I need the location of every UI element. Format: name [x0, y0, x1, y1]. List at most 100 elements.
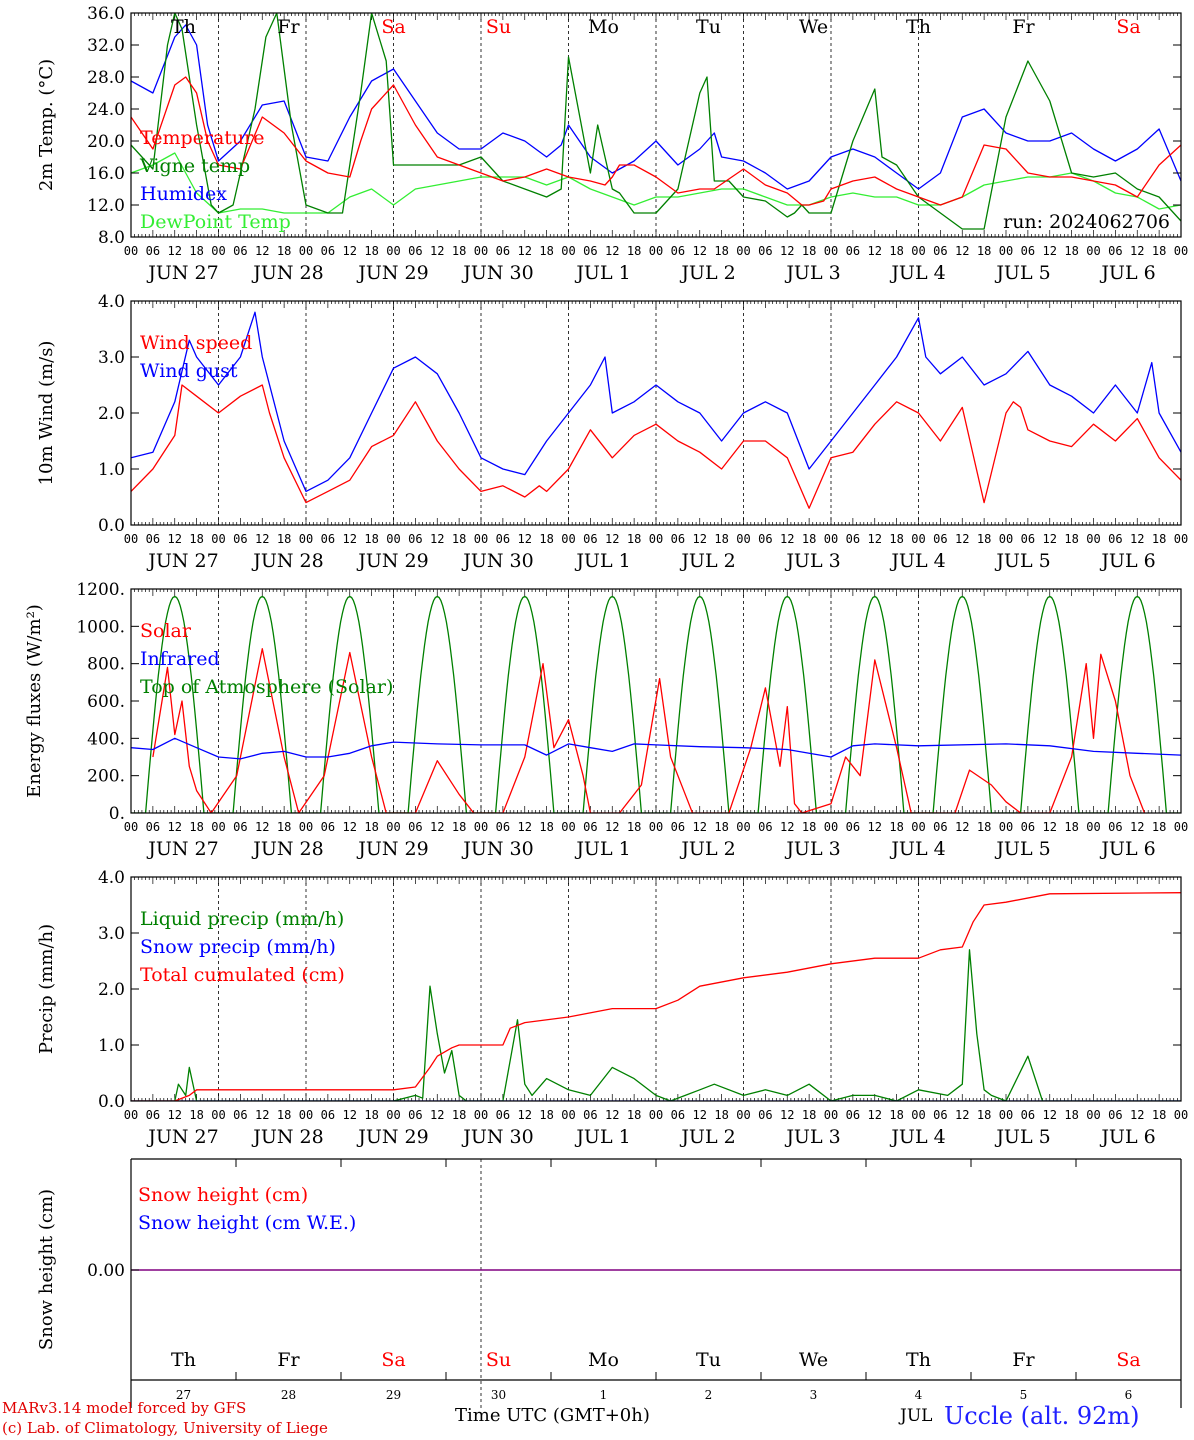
weekday-label: Sa	[1116, 16, 1140, 38]
legend-vigne-temp: Vigne temp	[139, 155, 250, 177]
date-label: JUL 2	[679, 838, 735, 860]
hour-tick-label: 00	[211, 820, 225, 834]
weekday-label: We	[799, 16, 828, 38]
hour-tick-label: 06	[146, 244, 160, 258]
hour-tick-label: 06	[671, 820, 685, 834]
hour-tick-label: 18	[364, 1108, 378, 1122]
hour-tick-label: 18	[977, 532, 991, 546]
hour-tick-label: 06	[583, 1108, 597, 1122]
date-label: JUL 5	[994, 838, 1050, 860]
date-label: JUL 3	[784, 1126, 840, 1148]
date-label: JUL 5	[994, 1126, 1050, 1148]
series-vigne-temp	[131, 13, 1181, 230]
y-tick-label: 600.	[87, 692, 125, 712]
hour-tick-label: 06	[758, 1108, 772, 1122]
hour-tick-label: 12	[255, 820, 269, 834]
hour-tick-label: 00	[299, 1108, 313, 1122]
hour-tick-label: 00	[911, 820, 925, 834]
date-label: JUL 1	[574, 1126, 630, 1148]
day-number-label: 2	[705, 1388, 713, 1402]
hour-tick-label: 00	[211, 1108, 225, 1122]
wind-series-group	[131, 311, 1181, 509]
date-label: JUN 27	[146, 550, 218, 572]
weekday-label: Fr	[277, 1349, 300, 1371]
hour-tick-label: 06	[1108, 532, 1122, 546]
hour-tick-label: 12	[168, 1108, 182, 1122]
hour-tick-label: 18	[189, 244, 203, 258]
legend-snow-precip: Snow precip (mm/h)	[140, 936, 336, 958]
date-label: JUN 28	[251, 838, 323, 860]
panel-frame-0	[130, 12, 1182, 238]
month-tag: JUL	[900, 1406, 933, 1426]
hour-tick-label: 12	[255, 1108, 269, 1122]
hour-tick-label: 12	[780, 532, 794, 546]
date-label: JUL 2	[679, 550, 735, 572]
hour-tick-label: 06	[933, 820, 947, 834]
hour-tick-label: 00	[736, 1108, 750, 1122]
hour-tick-label: 06	[233, 1108, 247, 1122]
hour-tick-label: 00	[386, 532, 400, 546]
hour-tick-label: 12	[955, 1108, 969, 1122]
hour-tick-label: 12	[693, 820, 707, 834]
hour-tick-label: 06	[321, 820, 335, 834]
hour-tick-label: 00	[124, 820, 138, 834]
hour-tick-label: 12	[955, 820, 969, 834]
date-label: JUL 4	[889, 262, 945, 284]
date-label: JUL 6	[1099, 1126, 1155, 1148]
y-axis-label: 10m Wind (m/s)	[36, 341, 57, 486]
hour-tick-label: 00	[474, 244, 488, 258]
y-tick-label: 0.	[109, 804, 125, 824]
hour-tick-label: 18	[627, 820, 641, 834]
hour-tick-label: 06	[583, 532, 597, 546]
hour-tick-label: 00	[824, 532, 838, 546]
hour-tick-label: 00	[1086, 820, 1100, 834]
hour-tick-label: 18	[889, 820, 903, 834]
day-number-label: 5	[1020, 1388, 1028, 1402]
hour-tick-label: 18	[802, 532, 816, 546]
legend-dewpoint-temp: DewPoint Temp	[140, 211, 291, 233]
hour-tick-label: 06	[933, 1108, 947, 1122]
y-tick-label: 1000.	[76, 617, 125, 637]
energy-series-group	[131, 595, 1181, 813]
hour-tick-label: 18	[977, 1108, 991, 1122]
hour-tick-label: 18	[802, 244, 816, 258]
series-wind-speed	[131, 384, 1181, 509]
hour-tick-label: 00	[474, 820, 488, 834]
series-total-cumulated-cm-	[131, 892, 1181, 1101]
y-tick-label: 12.0	[87, 196, 125, 216]
hour-tick-label: 00	[649, 244, 663, 258]
hour-tick-label: 18	[452, 244, 466, 258]
lab-credit: (c) Lab. of Climatology, University of L…	[2, 1419, 328, 1437]
day-number-label: 29	[386, 1388, 401, 1402]
legend-solar: Solar	[140, 620, 192, 642]
weekday-label: Tu	[696, 16, 721, 38]
series-temperature	[131, 76, 1181, 206]
hour-tick-label: 00	[561, 244, 575, 258]
hour-tick-label: 06	[321, 244, 335, 258]
hour-tick-label: 00	[999, 532, 1013, 546]
hour-tick-label: 06	[496, 244, 510, 258]
legend-total-cumulated: Total cumulated (cm)	[140, 964, 345, 986]
series-dewpoint-temp	[131, 152, 1181, 214]
hour-tick-label: 18	[1064, 1108, 1078, 1122]
hour-tick-label: 00	[474, 532, 488, 546]
hour-tick-label: 12	[693, 1108, 707, 1122]
series-humidex	[131, 24, 1181, 190]
weekday-label: Su	[486, 16, 511, 38]
hour-tick-label: 12	[255, 244, 269, 258]
hour-tick-label: 12	[255, 532, 269, 546]
date-label: JUL 4	[889, 1126, 945, 1148]
hour-tick-label: 12	[1130, 1108, 1144, 1122]
hour-tick-label: 12	[605, 1108, 619, 1122]
date-label: JUN 30	[461, 838, 533, 860]
hour-tick-label: 06	[846, 532, 860, 546]
hour-tick-label: 06	[846, 1108, 860, 1122]
date-label: JUN 29	[356, 1126, 428, 1148]
hour-tick-label: 06	[321, 1108, 335, 1122]
hour-tick-label: 00	[736, 532, 750, 546]
hour-tick-label: 00	[999, 244, 1013, 258]
hour-tick-label: 00	[736, 244, 750, 258]
hour-tick-label: 06	[146, 820, 160, 834]
date-label: JUN 29	[356, 838, 428, 860]
date-label: JUL 2	[679, 1126, 735, 1148]
